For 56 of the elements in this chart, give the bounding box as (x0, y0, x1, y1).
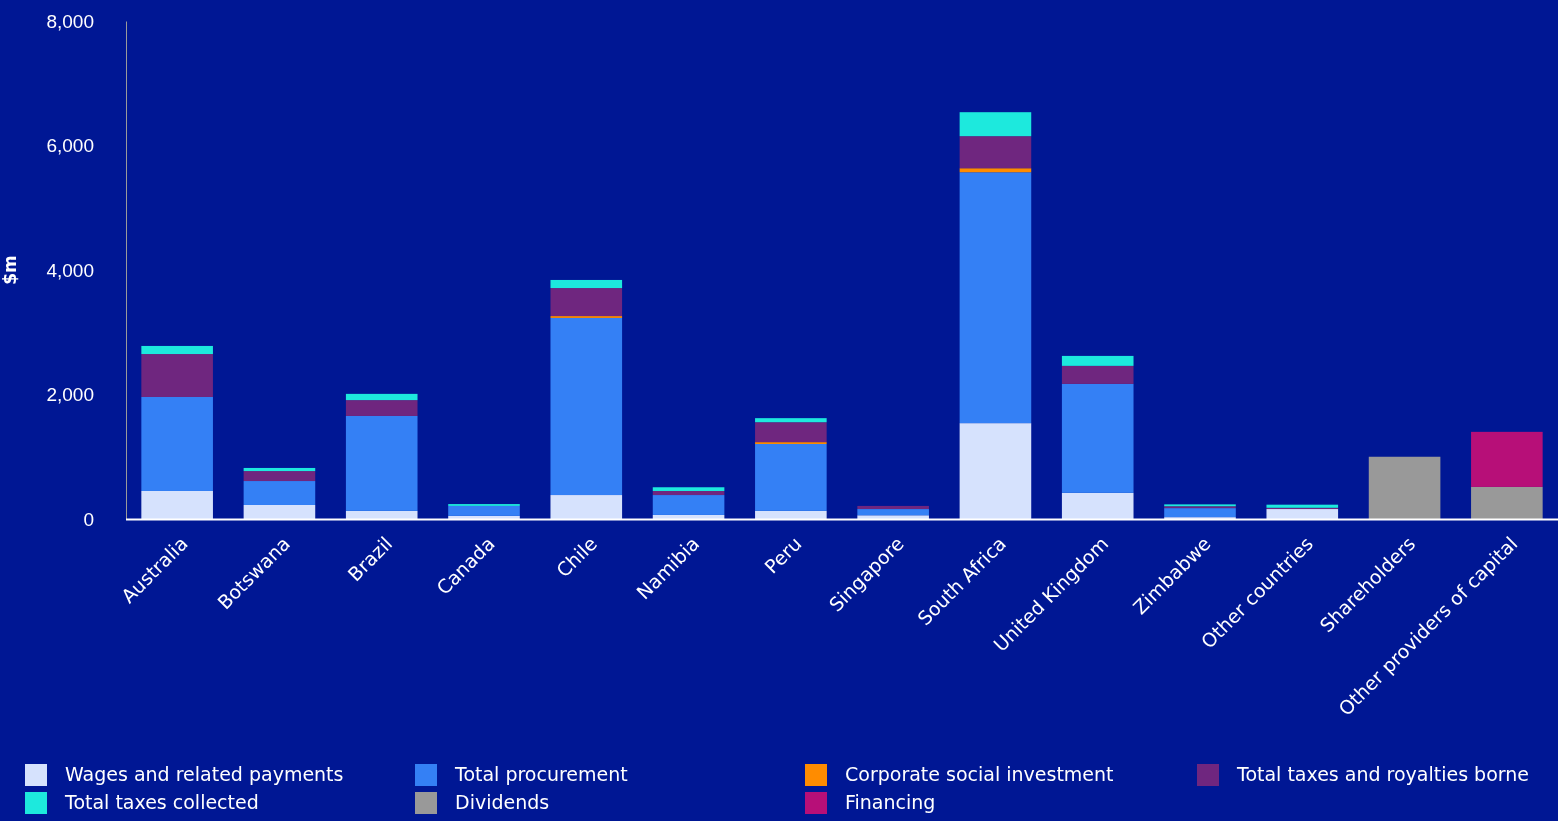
bar (959, 136, 1032, 169)
bar (141, 396, 213, 491)
bar (141, 345, 213, 355)
bar (652, 514, 725, 519)
bar (141, 490, 213, 519)
y-tick-label: 6,000 (46, 135, 94, 157)
bar (755, 422, 827, 443)
bar (1061, 383, 1134, 493)
bar (1061, 365, 1134, 384)
bar (959, 112, 1032, 137)
legend-label: Total procurement (454, 762, 628, 785)
bar (1266, 509, 1339, 519)
y-tick-label: 8,000 (46, 10, 94, 32)
bar (1471, 431, 1543, 487)
bar (755, 510, 827, 519)
bar (550, 495, 623, 519)
bar (1061, 492, 1134, 519)
legend-label: Dividends (455, 790, 550, 813)
bar (755, 418, 827, 423)
bar (448, 505, 520, 516)
bar (1471, 486, 1543, 519)
bar (857, 509, 929, 516)
bar (243, 467, 316, 472)
bar (652, 487, 725, 491)
bar (959, 423, 1032, 519)
legend-label: Total taxes collected (64, 790, 259, 813)
legend-label: Total taxes and royalties borne (1236, 762, 1530, 785)
y-tick-label: 4,000 (46, 259, 94, 281)
bar (345, 393, 418, 401)
bar (345, 415, 418, 511)
bar (959, 172, 1032, 424)
bar (448, 515, 520, 519)
bar (243, 481, 316, 505)
bar (652, 490, 725, 496)
bar (243, 471, 316, 482)
legend-label: Financing (845, 790, 936, 813)
legend-label: Corporate social investment (845, 762, 1114, 785)
legend-label: Wages and related payments (65, 762, 344, 785)
bar (959, 168, 1032, 173)
bar (1164, 508, 1236, 518)
y-axis-title: $m (0, 255, 20, 285)
bar (652, 495, 725, 515)
y-tick-label: 2,000 (46, 384, 94, 406)
bar (755, 443, 827, 511)
bar (550, 279, 623, 289)
bar (345, 400, 418, 416)
bar (550, 317, 623, 496)
bar (857, 505, 929, 510)
bar (1368, 456, 1441, 519)
bar (243, 504, 316, 519)
bar (345, 510, 418, 519)
bar (550, 288, 623, 317)
bar (857, 515, 929, 519)
y-tick-label: 0 (83, 508, 94, 530)
bar (1061, 355, 1134, 366)
bar (141, 354, 213, 397)
